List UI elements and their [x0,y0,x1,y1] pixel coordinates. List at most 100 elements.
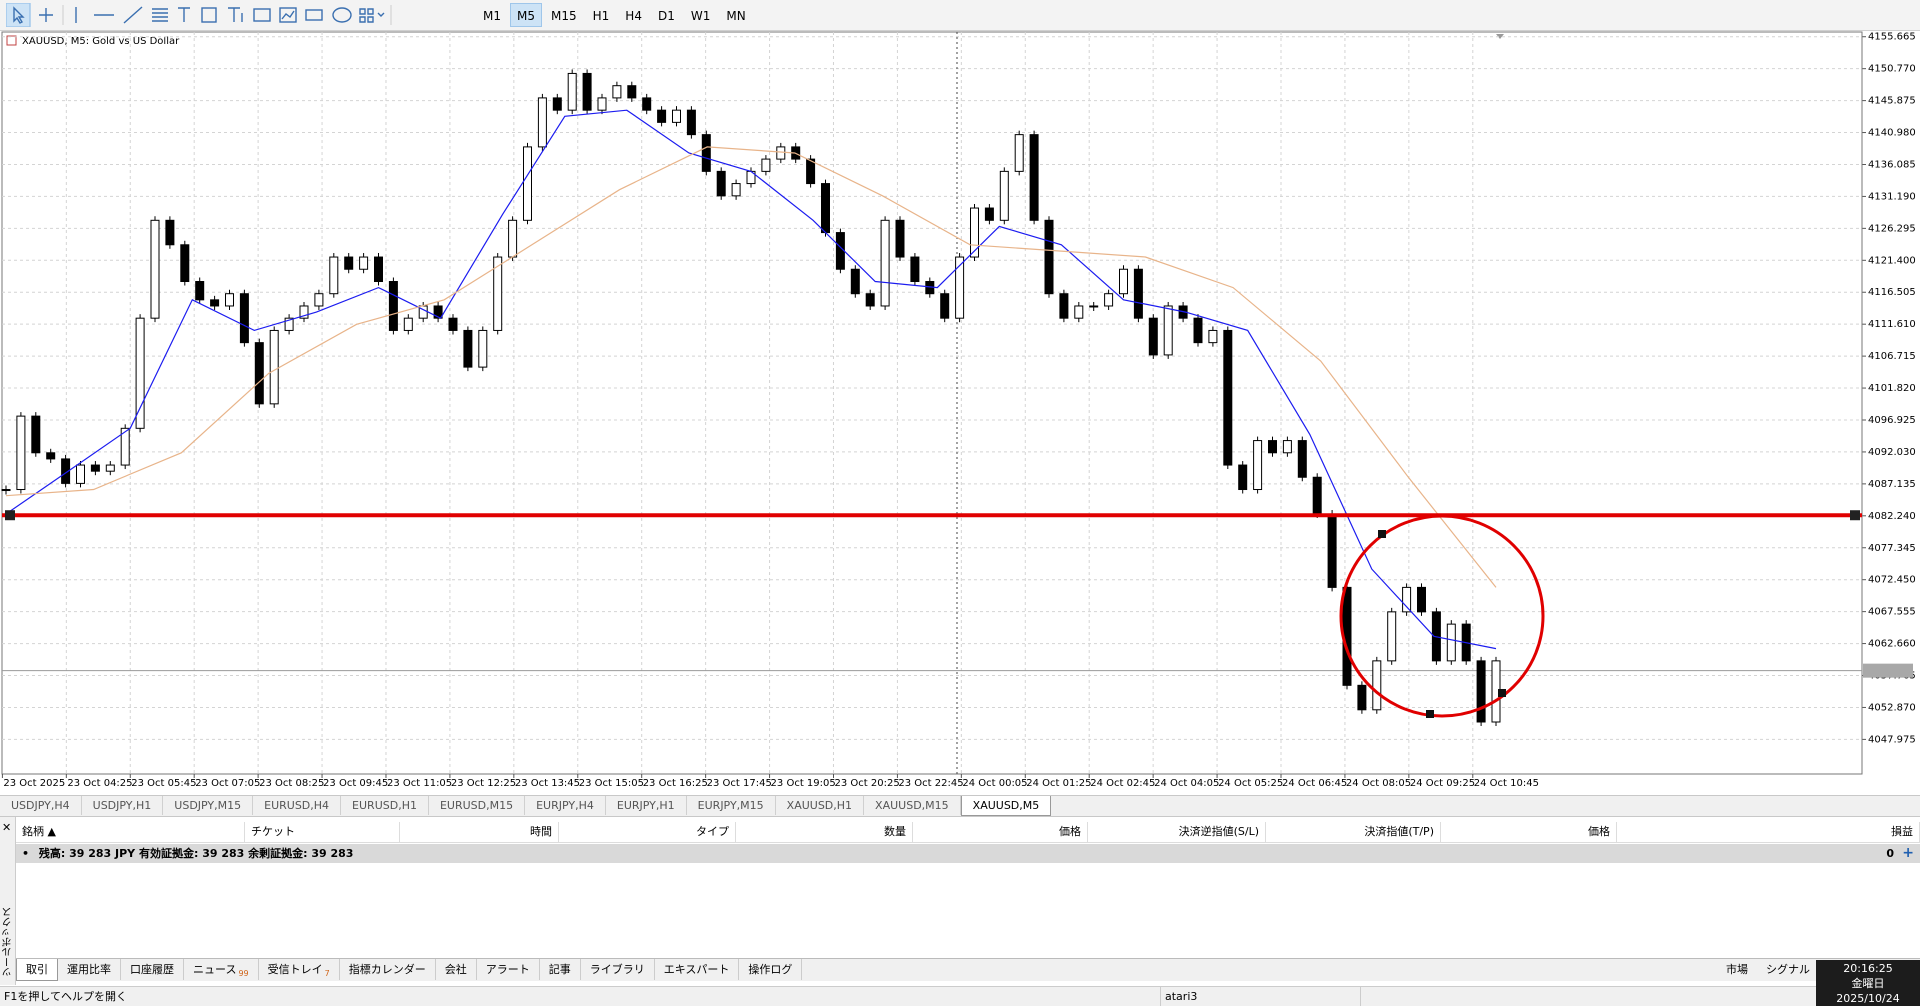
candle [835,232,845,270]
symbol-tab[interactable]: XAUUSD,M5 [960,796,1052,816]
candle [776,146,786,160]
timeframe-button[interactable]: MN [726,9,746,23]
candle [597,97,607,111]
column-header[interactable]: タイプ [559,822,736,842]
symbol-tab[interactable]: EURUSD,M15 [429,796,526,815]
chart-title: XAUUSD, M5: Gold vs US Dollar [22,36,180,47]
symbol-tab[interactable]: EURJPY,H4 [525,796,606,815]
trend-icon[interactable] [123,6,143,24]
bottom-tab[interactable]: 操作ログ [739,959,803,980]
moving-average [5,109,1497,650]
clock-date: 2025/10/24 [1836,992,1900,1005]
timeframe-button[interactable]: D1 [657,9,675,23]
tab-label: 会社 [444,963,467,976]
candle [1312,476,1322,515]
ok-icon[interactable] [305,9,323,21]
y-tick-label: 4087.135 [1868,479,1916,490]
x-tick-label: 23 Oct 22:45 [898,778,963,789]
symbol-tab[interactable]: EURUSD,H1 [341,796,429,815]
bottom-tab[interactable]: 運用比率 [58,959,121,980]
timeframe-button[interactable]: M15 [551,9,577,23]
crosshair-icon[interactable] [39,8,53,22]
level-handle [1850,510,1860,521]
candle [150,219,160,319]
y-tick-label: 4067.555 [1868,607,1916,618]
candle [1446,623,1456,662]
status-cell [1360,987,1811,1006]
timeframe-button[interactable]: M5 [510,3,542,27]
symbol-tab[interactable]: USDJPY,H1 [82,796,164,815]
channel-icon[interactable] [152,8,168,22]
candle [135,317,145,429]
bottom-tab[interactable]: 記事 [540,959,581,980]
candle [880,219,890,307]
column-header[interactable]: 時間 [400,822,559,842]
symbol-tab[interactable]: EURJPY,H1 [606,796,687,815]
candle [1089,305,1099,308]
shapes-icon[interactable] [332,7,352,23]
column-header[interactable]: 決済指値(T/P) [1266,822,1441,842]
column-header[interactable]: 損益 [1617,822,1920,842]
candle [1133,268,1143,319]
candle [1297,440,1307,478]
symbol-tab[interactable]: EURUSD,H4 [253,796,342,815]
bottom-tab[interactable]: ニュース 99 [184,959,259,980]
symbol-tab[interactable]: XAUUSD,H1 [776,796,865,815]
symbol-tab[interactable]: EURJPY,M15 [687,796,776,815]
candle [299,305,309,319]
bid-label [1863,663,1913,678]
timeframe-button[interactable]: H1 [592,9,610,23]
candle [388,281,398,331]
more-icon[interactable] [359,8,385,23]
text-icon[interactable] [178,7,190,22]
right-link[interactable]: 市場 [1726,963,1748,976]
x-tick-label: 23 Oct 20:25 [834,778,899,789]
bottom-tab[interactable]: ライブラリ [581,959,655,980]
bottom-tab[interactable]: アラート [477,959,540,980]
column-header[interactable]: 数量 [736,822,913,842]
timeframe-button[interactable]: W1 [690,9,711,23]
candle [1417,586,1426,613]
timeframe-button[interactable]: M1 [483,9,501,23]
column-header[interactable]: 価格 [913,822,1088,842]
candle [1029,134,1039,221]
candle [239,293,249,344]
object-icon[interactable] [253,8,271,22]
bottom-tab[interactable]: 取引 [16,959,58,981]
shape-icon[interactable] [201,7,217,23]
column-header[interactable]: チケット [245,822,400,842]
candle [403,317,413,331]
add-button[interactable]: + [1902,845,1914,861]
candle [90,464,100,472]
candle [478,329,488,368]
bottom-tab[interactable]: 受信トレイ 7 [259,959,340,980]
bullet: • [22,847,30,860]
candle [46,452,56,460]
column-header[interactable]: 決済逆指値(S/L) [1088,822,1266,842]
close-button[interactable]: ✕ [2,821,12,834]
symbol-tab[interactable]: USDJPY,M15 [163,796,254,815]
timeframe-button[interactable]: H4 [625,9,642,23]
drawing-tools [6,3,392,27]
column-header[interactable]: 価格 [1441,822,1617,842]
tab-label: エキスパート [663,963,730,976]
x-tick-label: 24 Oct 00:05 [962,778,1027,789]
symbol-tab[interactable]: XAUUSD,M15 [864,796,961,815]
candle [463,329,473,368]
right-link[interactable]: シグナル [1766,963,1810,976]
candle [701,134,711,172]
column-header[interactable]: 銘柄 ▲ [16,822,245,842]
bottom-tab[interactable]: 会社 [436,959,477,980]
circle-annotation [1339,514,1545,718]
candle [552,97,562,111]
indicator-icon[interactable] [279,7,297,23]
bottom-tab[interactable]: エキスパート [655,959,740,980]
label-icon[interactable] [228,7,243,22]
candle [1193,317,1203,344]
bottom-tab[interactable]: 口座履歴 [121,959,184,980]
x-tick-label: 23 Oct 13:45 [515,778,580,789]
cursor-tool[interactable] [6,3,31,27]
bottom-tab[interactable]: 指標カレンダー [340,959,436,980]
symbol-tab[interactable]: USDJPY,H4 [0,796,82,815]
bottom-tabs: 取引 運用比率 口座履歴 ニュース 99 受信トレイ 7 指標カレンダー 会社 アラート 記事 ライブ… [16,958,1920,981]
